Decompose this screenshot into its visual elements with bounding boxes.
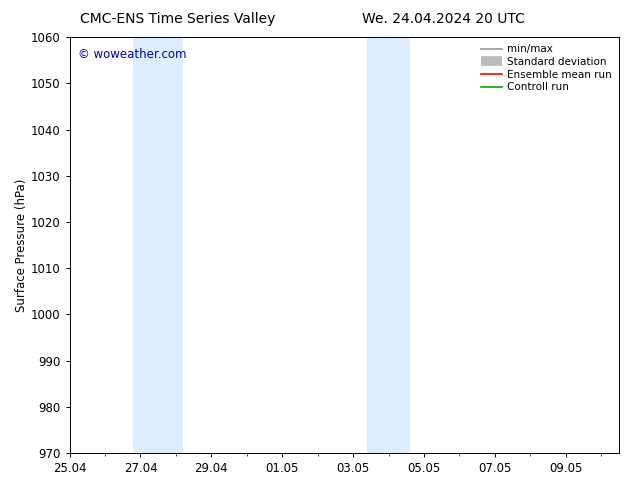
Text: We. 24.04.2024 20 UTC: We. 24.04.2024 20 UTC [363,12,525,26]
Text: © woweather.com: © woweather.com [78,48,186,61]
Bar [133,37,183,453]
Y-axis label: Surface Pressure (hPa): Surface Pressure (hPa) [15,178,28,312]
Bar [367,37,410,453]
Text: CMC-ENS Time Series Valley: CMC-ENS Time Series Valley [80,12,275,26]
Legend: min/max, Standard deviation, Ensemble mean run, Controll run: min/max, Standard deviation, Ensemble me… [479,42,614,95]
